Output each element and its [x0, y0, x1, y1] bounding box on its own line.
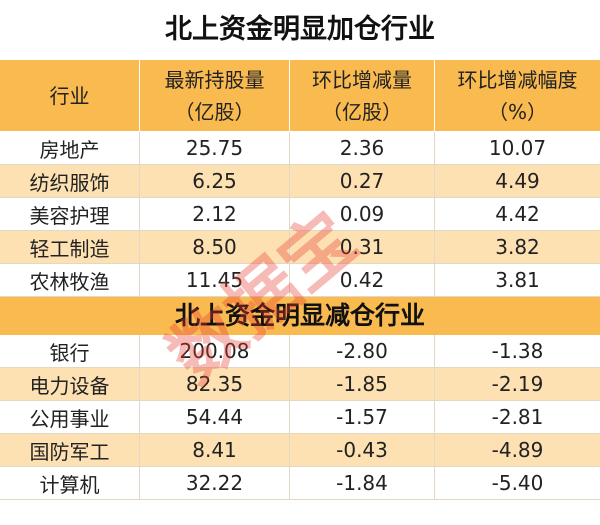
- table-cell: 国防军工: [0, 434, 140, 466]
- table-cell: -5.40: [491, 471, 544, 495]
- table-cell: 4.49: [495, 169, 540, 193]
- table-cell: -2.19: [491, 372, 544, 396]
- table-cell: 25.75: [140, 132, 290, 164]
- header-row: 行业 最新持股量 （亿股） 环比增减量 （亿股） 环比增减幅度 （%）: [0, 60, 600, 132]
- table-row: 农林牧渔 11.45 0.42 3.81: [0, 264, 600, 297]
- table-cell: -2.80: [290, 335, 435, 367]
- table-cell: 54.44: [140, 401, 290, 433]
- table-cell: 0.42: [290, 264, 435, 296]
- header-cell: 最新持股量 （亿股）: [140, 60, 290, 131]
- table-cell: 银行: [0, 335, 140, 367]
- table-cell: 房地产: [0, 132, 140, 164]
- table-row: 房地产 25.75 2.36 10.07: [0, 132, 600, 165]
- header-text: 行业: [49, 83, 90, 108]
- table-cell: -1.38: [491, 339, 544, 363]
- table-cell: 0.27: [290, 165, 435, 197]
- table-cell: 2.12: [140, 198, 290, 230]
- header-text: （%）: [487, 99, 547, 124]
- table-row: 国防军工 8.41 -0.43 -4.89: [0, 434, 600, 467]
- table-cell: 200.08: [140, 335, 290, 367]
- table-cell: 0.31: [290, 231, 435, 263]
- header-text: （亿股）: [322, 99, 402, 124]
- table-cell: 计算机: [0, 467, 140, 499]
- table-row: 公用事业 54.44 -1.57 -2.81: [0, 401, 600, 434]
- table-row: 轻工制造 8.50 0.31 3.82: [0, 231, 600, 264]
- table-cell: 8.50: [140, 231, 290, 263]
- table-cell: 10.07: [488, 136, 547, 160]
- header-text: 环比增减量: [312, 67, 412, 92]
- table-cell: -1.84: [290, 467, 435, 499]
- table-cell: 82.35: [140, 368, 290, 400]
- table-cell: -1.85: [290, 368, 435, 400]
- table-cell: 0.09: [290, 198, 435, 230]
- table-cell: 11.45: [140, 264, 290, 296]
- table-row: 计算机 32.22 -1.84 -5.40: [0, 467, 600, 500]
- header-cell: 环比增减幅度 （%）: [435, 60, 600, 131]
- table-cell: 32.22: [140, 467, 290, 499]
- table-cell: 6.25: [140, 165, 290, 197]
- table-cell: 纺织服饰: [0, 165, 140, 197]
- header-text: （亿股）: [174, 99, 255, 124]
- table-cell: 农林牧渔: [0, 264, 140, 296]
- header-text: 最新持股量: [164, 67, 265, 92]
- table-cell: 电力设备: [0, 368, 140, 400]
- table-cell: -4.89: [491, 438, 544, 462]
- table-cell: 轻工制造: [0, 231, 140, 263]
- table-cell: 3.82: [495, 235, 540, 259]
- header-text: 环比增减幅度: [457, 67, 578, 92]
- table-cell: 8.41: [140, 434, 290, 466]
- table-row: 银行 200.08 -2.80 -1.38: [0, 335, 600, 368]
- header-cell: 行业: [0, 60, 140, 131]
- table-cell: 公用事业: [0, 401, 140, 433]
- section-title: 北上资金明显减仓行业: [0, 297, 600, 335]
- table-row: 电力设备 82.35 -1.85 -2.19: [0, 368, 600, 401]
- header-cell: 环比增减量 （亿股）: [290, 60, 435, 131]
- table: 行业 最新持股量 （亿股） 环比增减量 （亿股） 环比增减幅度 （%） 房地产 25.75 2.3…: [0, 60, 600, 500]
- table-cell: 美容护理: [0, 198, 140, 230]
- table-row: 美容护理 2.12 0.09 4.42: [0, 198, 600, 231]
- table-cell: 3.81: [495, 268, 540, 292]
- table-row: 纺织服饰 6.25 0.27 4.49: [0, 165, 600, 198]
- table-cell: -1.57: [290, 401, 435, 433]
- table-cell: -2.81: [491, 405, 544, 429]
- table-title: 北上资金明显加仓行业: [165, 14, 435, 45]
- table-cell: 2.36: [290, 132, 435, 164]
- table-cell: 4.42: [495, 202, 540, 226]
- table-cell: -0.43: [290, 434, 435, 466]
